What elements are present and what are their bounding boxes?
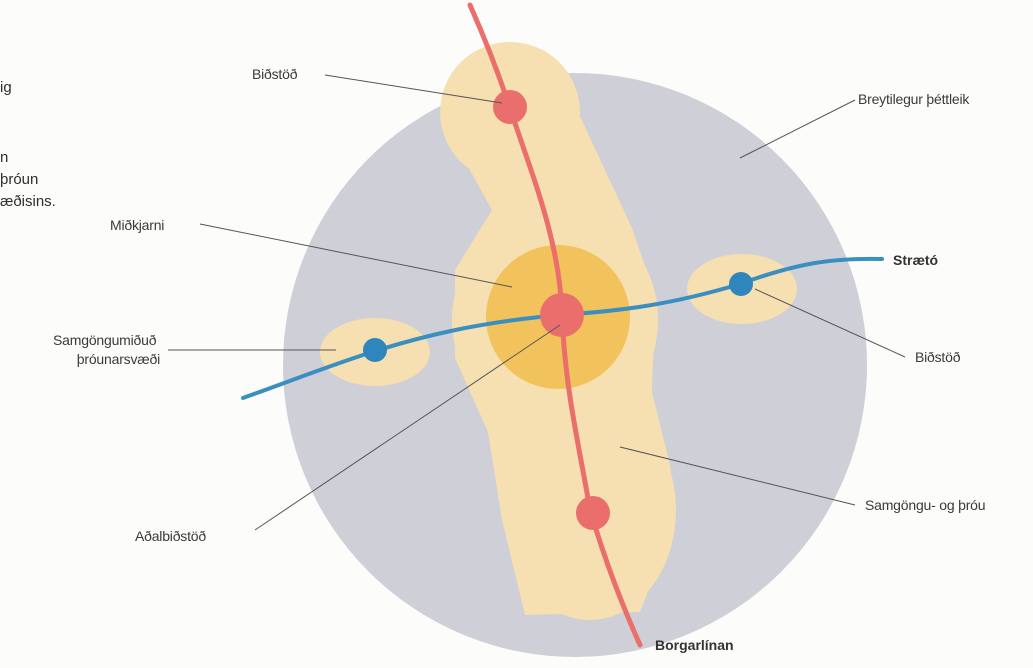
- bus-stop-left: [363, 338, 387, 362]
- bus-stop-right: [729, 272, 753, 296]
- brt-stop-top: [493, 90, 527, 124]
- side-text-line3: þróun: [0, 171, 38, 188]
- label-samgongumidud-line1: Samgöngumiðuð: [53, 332, 157, 348]
- brt-stop-bottom: [576, 496, 610, 530]
- side-text-line2: n: [0, 149, 8, 166]
- side-text-line4: æðisins.: [0, 193, 56, 210]
- label-adalbidstod: Aðalbiðstöð: [135, 528, 206, 544]
- label-bidstod-right: Biðstöð: [915, 349, 961, 365]
- side-text: ig n þróun æðisins.: [0, 79, 56, 210]
- label-samgongu-og-throun: Samgöngu- og þróu: [865, 497, 985, 513]
- leader-lines: [168, 74, 906, 531]
- side-text-line1: ig: [0, 79, 12, 96]
- label-samgongumidud-line2: þróunarsvæði: [77, 351, 160, 367]
- label-breytilegur-thettleiki: Breytilegur þéttleik: [858, 91, 970, 107]
- label-samgongumidud: Samgöngumiðuð þróunarsvæði: [53, 332, 160, 367]
- label-borgarlinan: Borgarlínan: [655, 637, 734, 653]
- label-bidstod-top: Biðstöð: [252, 66, 298, 82]
- label-midkjarni: Miðkjarni: [110, 217, 164, 233]
- label-straeto: Strætó: [893, 252, 938, 268]
- main-station: [540, 293, 584, 337]
